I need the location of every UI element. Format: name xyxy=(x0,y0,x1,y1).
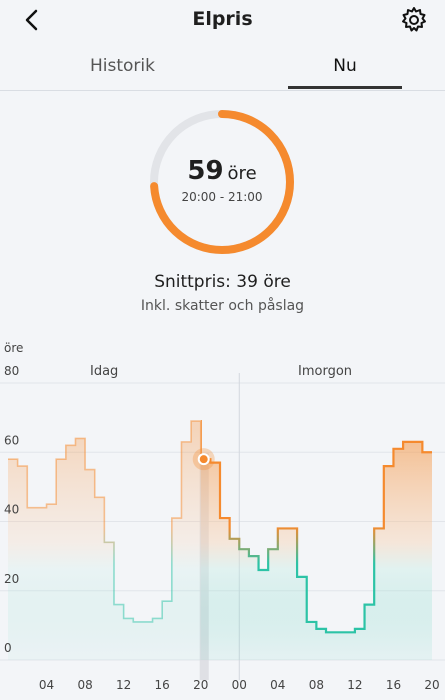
x-tick-label: 20 xyxy=(193,678,208,692)
day-label-tomorrow: Imorgon xyxy=(298,364,352,379)
current-time-range: 20:00 - 21:00 xyxy=(181,190,263,204)
price-chart: 0 20 40 60 80 öre Idag Imorgon 04 08 12 16 20 00 04 08 1… xyxy=(0,341,445,692)
chart-lines xyxy=(8,419,432,634)
settings-button[interactable] xyxy=(399,5,429,35)
header: Elpris xyxy=(0,0,445,40)
series-line-future xyxy=(200,419,432,634)
back-button[interactable] xyxy=(18,6,48,34)
x-tick-label: 20 xyxy=(424,678,439,692)
x-tick-label: 08 xyxy=(309,678,324,692)
day-label-today: Idag xyxy=(90,364,118,379)
x-tick-label: 00 xyxy=(232,678,247,692)
gauge-fill xyxy=(150,110,294,254)
tab-nu[interactable]: Nu xyxy=(333,56,357,76)
x-tick-label: 12 xyxy=(116,678,131,692)
y-tick-label: 40 xyxy=(4,503,19,517)
y-tick-label: 0 xyxy=(4,641,12,655)
tab-historik[interactable]: Historik xyxy=(90,56,155,76)
price-gauge xyxy=(150,110,294,254)
y-tick-label: 80 xyxy=(4,364,19,378)
series-line-past xyxy=(8,420,201,623)
current-marker xyxy=(197,453,210,466)
x-tick-label: 04 xyxy=(270,678,285,692)
chevron-left-icon xyxy=(25,9,38,31)
y-axis-unit: öre xyxy=(4,341,23,355)
chart-labels: 0 20 40 60 80 öre Idag Imorgon 04 08 12 16 20 00 04 08 1… xyxy=(4,341,440,692)
x-tick-label: 16 xyxy=(386,678,401,692)
average-price-note: Inkl. skatter och påslag xyxy=(140,298,305,314)
x-tick-label: 16 xyxy=(155,678,170,692)
average-price: Snittpris: 39 öre xyxy=(154,272,291,292)
active-tab-indicator xyxy=(288,86,402,89)
y-tick-label: 60 xyxy=(4,433,19,447)
page-title: Elpris xyxy=(192,8,253,30)
y-tick-label: 20 xyxy=(4,572,19,586)
x-tick-label: 12 xyxy=(347,678,362,692)
current-price-unit: öre xyxy=(227,163,257,184)
x-tick-label: 04 xyxy=(39,678,54,692)
current-price: 59 öre xyxy=(146,156,298,186)
x-tick-label: 08 xyxy=(77,678,92,692)
tab-bar: Historik Nu xyxy=(0,48,445,91)
gear-icon xyxy=(402,7,426,32)
current-price-value: 59 xyxy=(187,156,224,186)
chart-area xyxy=(8,421,432,660)
